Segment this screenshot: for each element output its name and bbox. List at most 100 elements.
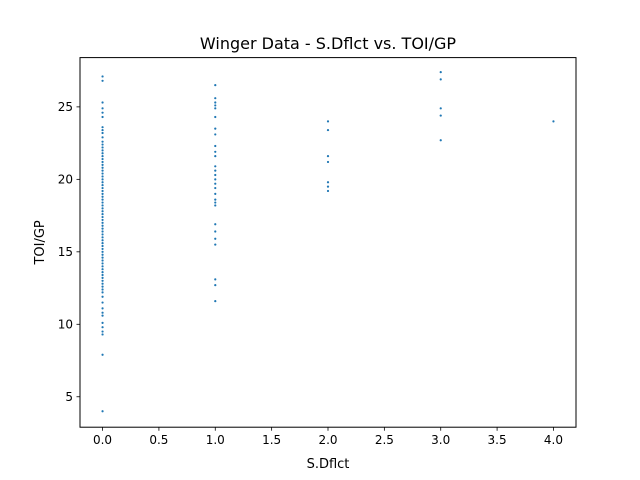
scatter-point [101,244,104,248]
y-tick-label: 25 [58,100,73,114]
x-tick-label: 1.5 [262,433,281,447]
scatter-point [101,239,104,242]
scatter-point [101,79,104,82]
scatter-point [101,204,104,207]
y-tick-label: 5 [65,390,73,404]
scatter-point [101,146,104,149]
scatter-point [101,273,104,277]
x-tick-label: 3.0 [431,433,450,447]
scatter-point [214,173,217,177]
scatter-point [101,242,104,245]
scatter-point [101,410,104,413]
scatter-point [101,321,104,324]
scatter-point [214,192,217,195]
scatter-point [101,221,104,224]
scatter-point [214,169,217,172]
scatter-point [214,107,217,110]
scatter-point [214,101,217,104]
scatter-point [214,243,217,246]
scatter-point [101,160,104,164]
scatter-point [101,157,104,161]
scatter-point [101,330,104,333]
scatter-point [214,186,217,190]
scatter-point [101,169,104,172]
scatter-point [101,265,104,268]
scatter-point [101,236,104,239]
scatter-point [101,143,104,146]
scatter-point [214,150,217,153]
scatter-point [214,127,217,130]
scatter-point [101,140,104,143]
scatter-point [101,189,104,193]
scatter-point [101,101,104,104]
scatter-point [101,201,104,204]
scatter-point [214,223,217,226]
scatter-point [101,136,104,139]
scatter-point [326,120,330,123]
scatter-point [101,149,104,152]
scatter-point [101,163,104,166]
scatter-point [101,276,104,280]
scatter-point [101,195,104,198]
scatter-point [326,189,330,193]
scatter-point [214,115,217,119]
scatter-point [101,184,104,187]
scatter-point [101,218,104,222]
scatter-point [326,155,330,158]
scatter-point [101,301,104,304]
scatter-point [101,213,104,216]
x-tick-label: 1.0 [206,433,225,447]
scatter-point [214,97,217,100]
scatter-point [214,84,217,87]
scatter-point [214,230,217,233]
scatter-point [101,128,104,132]
scatter-point [101,288,104,291]
x-tick-label: 0.5 [149,433,168,447]
data-points [101,70,555,413]
scatter-point [101,198,104,201]
scatter-point [101,282,104,285]
scatter-point [214,182,217,185]
scatter-point [101,285,104,288]
y-axis-label: TOI/GP [33,220,48,265]
scatter-point [214,133,217,136]
scatter-point [214,144,217,148]
scatter-point [101,178,104,181]
scatter-point [101,256,104,259]
scatter-point [214,178,217,181]
scatter-point [101,210,104,213]
scatter-point [101,224,104,227]
scatter-point [439,139,442,142]
scatter-point [326,128,330,132]
scatter-point [101,271,104,274]
x-tick-label: 2.0 [318,433,337,447]
scatter-point [101,111,104,114]
scatter-point [101,192,104,195]
scatter-point [101,259,104,262]
scatter-point [214,237,217,240]
scatter-point [101,326,104,329]
scatter-point [214,155,217,158]
scatter-point [326,160,330,164]
scatter-point [214,284,217,287]
scatter-point [101,175,104,178]
scatter-point [214,165,217,168]
scatter-point [101,307,104,310]
scatter-point [101,262,104,265]
chart-title: Winger Data - S.Dflct vs. TOI/GP [200,34,457,53]
y-tick-label: 15 [58,245,73,259]
scatter-point [101,247,104,251]
scatter-point [101,152,104,155]
scatter-point [101,230,104,233]
scatter-point [101,311,104,314]
scatter-point [439,70,442,74]
scatter-point [101,291,104,294]
scatter-point [214,201,217,204]
scatter-point [101,333,104,336]
scatter-point [101,227,104,230]
x-axis-label: S.Dflct [307,457,350,472]
x-axis-ticks: 0.0 0.5 1.0 1.5 2.0 2.5 3.0 3.5 4.0 [93,427,563,447]
x-tick-label: 2.5 [375,433,394,447]
scatter-point [101,186,104,190]
